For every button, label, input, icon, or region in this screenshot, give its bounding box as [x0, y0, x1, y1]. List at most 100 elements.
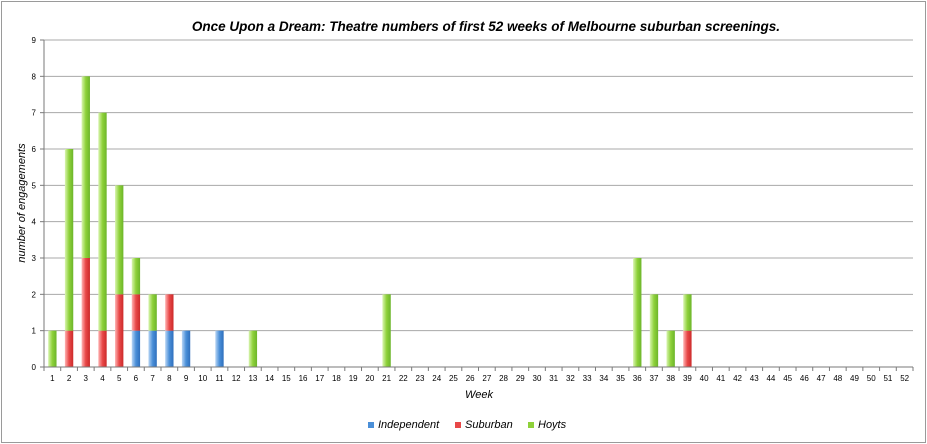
legend-label: Hoyts [538, 419, 567, 431]
x-tick-label: 46 [800, 374, 809, 383]
x-tick-label: 49 [850, 374, 859, 383]
x-tick-label: 2 [67, 374, 72, 383]
x-tick-label: 5 [117, 374, 122, 383]
bar-suburban-week-4 [98, 330, 107, 367]
x-tick-label: 26 [466, 374, 475, 383]
legend: Independent Suburban Hoyts [0, 419, 927, 433]
x-tick-label: 16 [299, 374, 308, 383]
axes [40, 39, 914, 371]
x-tick-label: 11 [215, 374, 224, 383]
x-tick-label: 20 [365, 374, 374, 383]
x-tick-label: 47 [817, 374, 826, 383]
bar-suburban-week-3 [81, 258, 90, 367]
legend-swatch [368, 422, 374, 428]
bar-hoyts-week-5 [115, 185, 124, 295]
bar-suburban-week-6 [131, 294, 141, 331]
bar-hoyts-week-21 [382, 294, 391, 367]
legend-swatch [528, 422, 534, 428]
x-tick-label: 21 [382, 374, 391, 383]
x-tick-label: 12 [232, 374, 241, 383]
legend-label: Independent [378, 419, 440, 431]
bar-suburban-week-8 [165, 294, 174, 331]
x-tick-label: 28 [499, 374, 508, 383]
bar-hoyts-week-7 [148, 294, 157, 331]
x-tick-label: 31 [549, 374, 558, 383]
x-tick-label: 50 [867, 374, 876, 383]
y-tick-label: 1 [32, 327, 37, 336]
bar-hoyts-week-6 [131, 258, 141, 295]
legend-label: Suburban [465, 419, 513, 431]
gridlines [44, 39, 913, 368]
x-tick-label: 22 [399, 374, 408, 383]
x-tick-label: 37 [650, 374, 659, 383]
x-tick-label: 48 [833, 374, 842, 383]
x-tick-label: 7 [150, 374, 155, 383]
bar-hoyts-week-39 [683, 294, 692, 331]
y-tick-label: 6 [32, 145, 37, 154]
y-tick-label: 2 [32, 290, 37, 299]
x-tick-label: 52 [900, 374, 909, 383]
x-tick-label: 44 [766, 374, 775, 383]
legend-item-independent: Independent [368, 419, 439, 431]
bars [48, 76, 692, 367]
y-tick-labels: 0 1 2 3 4 5 6 7 8 9 [32, 36, 37, 372]
bar-hoyts-week-36 [633, 258, 642, 367]
bar-hoyts-week-13 [248, 330, 258, 367]
x-tick-label: 25 [449, 374, 458, 383]
x-tick-label: 4 [100, 374, 105, 383]
x-tick-label: 42 [733, 374, 742, 383]
legend-item-suburban: Suburban [455, 419, 513, 431]
bar-independent-week-11 [215, 330, 224, 367]
bar-independent-week-7 [148, 330, 157, 367]
x-axis-label: Week [465, 389, 493, 401]
x-tick-label: 41 [716, 374, 725, 383]
y-tick-label: 8 [32, 72, 37, 81]
legend-item-hoyts: Hoyts [528, 419, 566, 431]
x-tick-label: 45 [783, 374, 792, 383]
x-tick-label: 13 [248, 374, 257, 383]
bar-independent-week-6 [131, 330, 141, 367]
x-tick-label: 17 [315, 374, 324, 383]
x-tick-label: 1 [50, 374, 55, 383]
x-tick-label: 23 [416, 374, 425, 383]
x-tick-label: 18 [332, 374, 341, 383]
x-tick-labels: 1 2 3 4 5 6 7 8 9 10 11 12 13 14 15 16 17 18 19 20 21 22 23 24 2… [50, 374, 910, 383]
x-tick-label: 24 [432, 374, 441, 383]
x-tick-label: 3 [84, 374, 89, 383]
x-tick-label: 51 [883, 374, 892, 383]
x-tick-label: 38 [666, 374, 675, 383]
bar-suburban-week-5 [115, 294, 124, 367]
x-tick-label: 39 [683, 374, 692, 383]
x-tick-label: 30 [533, 374, 542, 383]
chart-title: Once Upon a Dream: Theatre numbers of fi… [191, 19, 781, 34]
x-tick-label: 43 [750, 374, 759, 383]
legend-swatch [455, 422, 461, 428]
y-tick-label: 5 [32, 181, 37, 190]
bar-independent-week-8 [165, 330, 174, 367]
x-tick-label: 10 [198, 374, 207, 383]
x-tick-label: 33 [583, 374, 592, 383]
bar-suburban-week-39 [683, 330, 692, 367]
bar-suburban-week-2 [64, 330, 74, 367]
bar-hoyts-week-37 [649, 294, 659, 367]
y-tick-label: 9 [32, 36, 37, 45]
y-tick-label: 3 [32, 254, 37, 263]
x-tick-label: 15 [282, 374, 291, 383]
x-tick-label: 8 [167, 374, 172, 383]
y-tick-label: 0 [32, 363, 37, 372]
bar-hoyts-week-4 [98, 112, 107, 331]
bar-independent-week-9 [181, 330, 191, 367]
y-tick-label: 4 [32, 218, 37, 227]
bar-hoyts-week-38 [666, 330, 675, 367]
x-tick-label: 14 [265, 374, 274, 383]
x-tick-label: 35 [616, 374, 625, 383]
x-tick-label: 36 [633, 374, 642, 383]
x-tick-label: 9 [184, 374, 189, 383]
x-tick-label: 29 [516, 374, 525, 383]
x-tick-label: 32 [566, 374, 575, 383]
x-tick-label: 34 [599, 374, 608, 383]
y-tick-label: 7 [32, 109, 37, 118]
bar-hoyts-week-1 [48, 330, 57, 367]
bar-hoyts-week-2 [64, 149, 74, 331]
